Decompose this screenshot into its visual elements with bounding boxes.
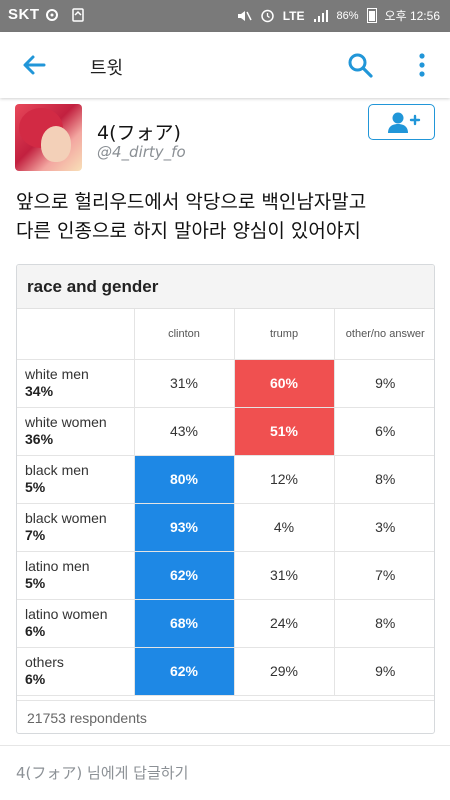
group-share: 6%	[25, 623, 46, 639]
add-user-icon	[388, 112, 421, 133]
clinton-cell: 43%	[134, 407, 235, 456]
table-row: white women 36% 43% 51% 6%	[17, 407, 434, 456]
row-label: white men 34%	[17, 359, 135, 408]
table-header-row: clinton trump other/no answer	[17, 309, 434, 360]
tweet-text: 앞으로 헐리우드에서 악당으로 백인남자말고 다른 인종으로 하지 말아라 양심…	[16, 188, 436, 246]
reply-input[interactable]: 4(フォア) 님에게 답글하기	[16, 764, 189, 782]
row-label: latino men 5%	[17, 551, 135, 600]
other-cell: 7%	[334, 551, 434, 600]
alarm-icon	[260, 9, 274, 23]
attached-image-card[interactable]: race and gender clinton trump other/no a…	[16, 264, 435, 734]
row-label: white women 36%	[17, 407, 135, 456]
row-label: black women 7%	[17, 503, 135, 552]
other-cell: 8%	[334, 599, 434, 648]
clinton-cell: 93%	[134, 503, 235, 552]
user-handle[interactable]: @4_dirty_fo	[97, 143, 186, 161]
status-bar: SKT LTE 86% 오후 12:56	[0, 0, 450, 32]
tweet-text-line: 앞으로 헐리우드에서 악당으로 백인남자말고	[16, 191, 367, 213]
group-share: 7%	[25, 527, 46, 543]
clinton-cell: 68%	[134, 599, 235, 648]
group-share: 5%	[25, 479, 46, 495]
trump-cell: 60%	[234, 359, 335, 408]
other-cell: 8%	[334, 455, 434, 504]
more-vertical-icon[interactable]	[412, 50, 432, 80]
carrier-label: SKT	[8, 6, 40, 23]
group-name: white women	[25, 414, 107, 430]
table-row: black women 7% 93% 4% 3%	[17, 503, 434, 552]
card-title: race and gender	[17, 265, 434, 309]
battery-icon	[366, 8, 377, 23]
trump-cell: 31%	[234, 551, 335, 600]
group-name: white men	[25, 366, 89, 382]
row-label: others 6%	[17, 647, 135, 696]
group-name: latino women	[25, 606, 108, 622]
tweet-text-line: 다른 인종으로 하지 말아라 양심이 있어야지	[16, 220, 361, 242]
mute-icon	[237, 10, 252, 21]
divider	[0, 745, 450, 746]
display-name[interactable]: 4(フォア)	[97, 122, 181, 144]
group-name: black men	[25, 462, 89, 478]
group-share: 34%	[25, 383, 54, 399]
signal-icon	[313, 9, 328, 22]
recycle-icon	[72, 8, 84, 22]
app-bar: 트윗	[0, 32, 450, 98]
follow-button[interactable]	[368, 104, 435, 140]
arrow-left-icon[interactable]	[18, 50, 50, 80]
column-header: clinton	[134, 309, 235, 360]
battery-percent: 86%	[336, 9, 359, 22]
clock: 오후 12:56	[384, 9, 440, 23]
other-cell: 3%	[334, 503, 434, 552]
trump-cell: 29%	[234, 647, 335, 696]
table-row: black men 5% 80% 12% 8%	[17, 455, 434, 504]
other-cell: 9%	[334, 359, 434, 408]
avatar[interactable]	[15, 104, 82, 171]
group-share: 36%	[25, 431, 54, 447]
table-body: white men 34% 31% 60% 9% white women 36% 43% 51%…	[17, 359, 434, 696]
trump-cell: 12%	[234, 455, 335, 504]
table-row: white men 34% 31% 60% 9%	[17, 359, 434, 408]
group-name: black women	[25, 510, 107, 526]
clinton-cell: 62%	[134, 551, 235, 600]
clinton-cell: 31%	[134, 359, 235, 408]
respondents-count: 21753 respondents	[17, 700, 434, 733]
trump-cell: 4%	[234, 503, 335, 552]
group-name: others	[25, 654, 64, 670]
group-share: 6%	[25, 671, 46, 687]
clinton-cell: 80%	[134, 455, 235, 504]
other-cell: 6%	[334, 407, 434, 456]
table-row: others 6% 62% 29% 9%	[17, 647, 434, 696]
table-row: latino women 6% 68% 24% 8%	[17, 599, 434, 648]
trump-cell: 51%	[234, 407, 335, 456]
status-right: LTE 86% 오후 12:56	[236, 7, 440, 24]
group-name: latino men	[25, 558, 90, 574]
network-label: LTE	[282, 8, 305, 23]
clinton-cell: 62%	[134, 647, 235, 696]
trump-cell: 24%	[234, 599, 335, 648]
column-header: trump	[234, 309, 335, 360]
page-title: 트윗	[90, 58, 124, 79]
row-label: latino women 6%	[17, 599, 135, 648]
search-icon[interactable]	[346, 51, 374, 79]
results-table: clinton trump other/no answer white men 3…	[17, 309, 434, 696]
other-cell: 9%	[334, 647, 434, 696]
group-share: 5%	[25, 575, 46, 591]
table-row: latino men 5% 62% 31% 7%	[17, 551, 434, 600]
table-header-blank	[17, 309, 135, 360]
column-header: other/no answer	[334, 309, 434, 360]
row-label: black men 5%	[17, 455, 135, 504]
sync-icon	[46, 9, 58, 21]
